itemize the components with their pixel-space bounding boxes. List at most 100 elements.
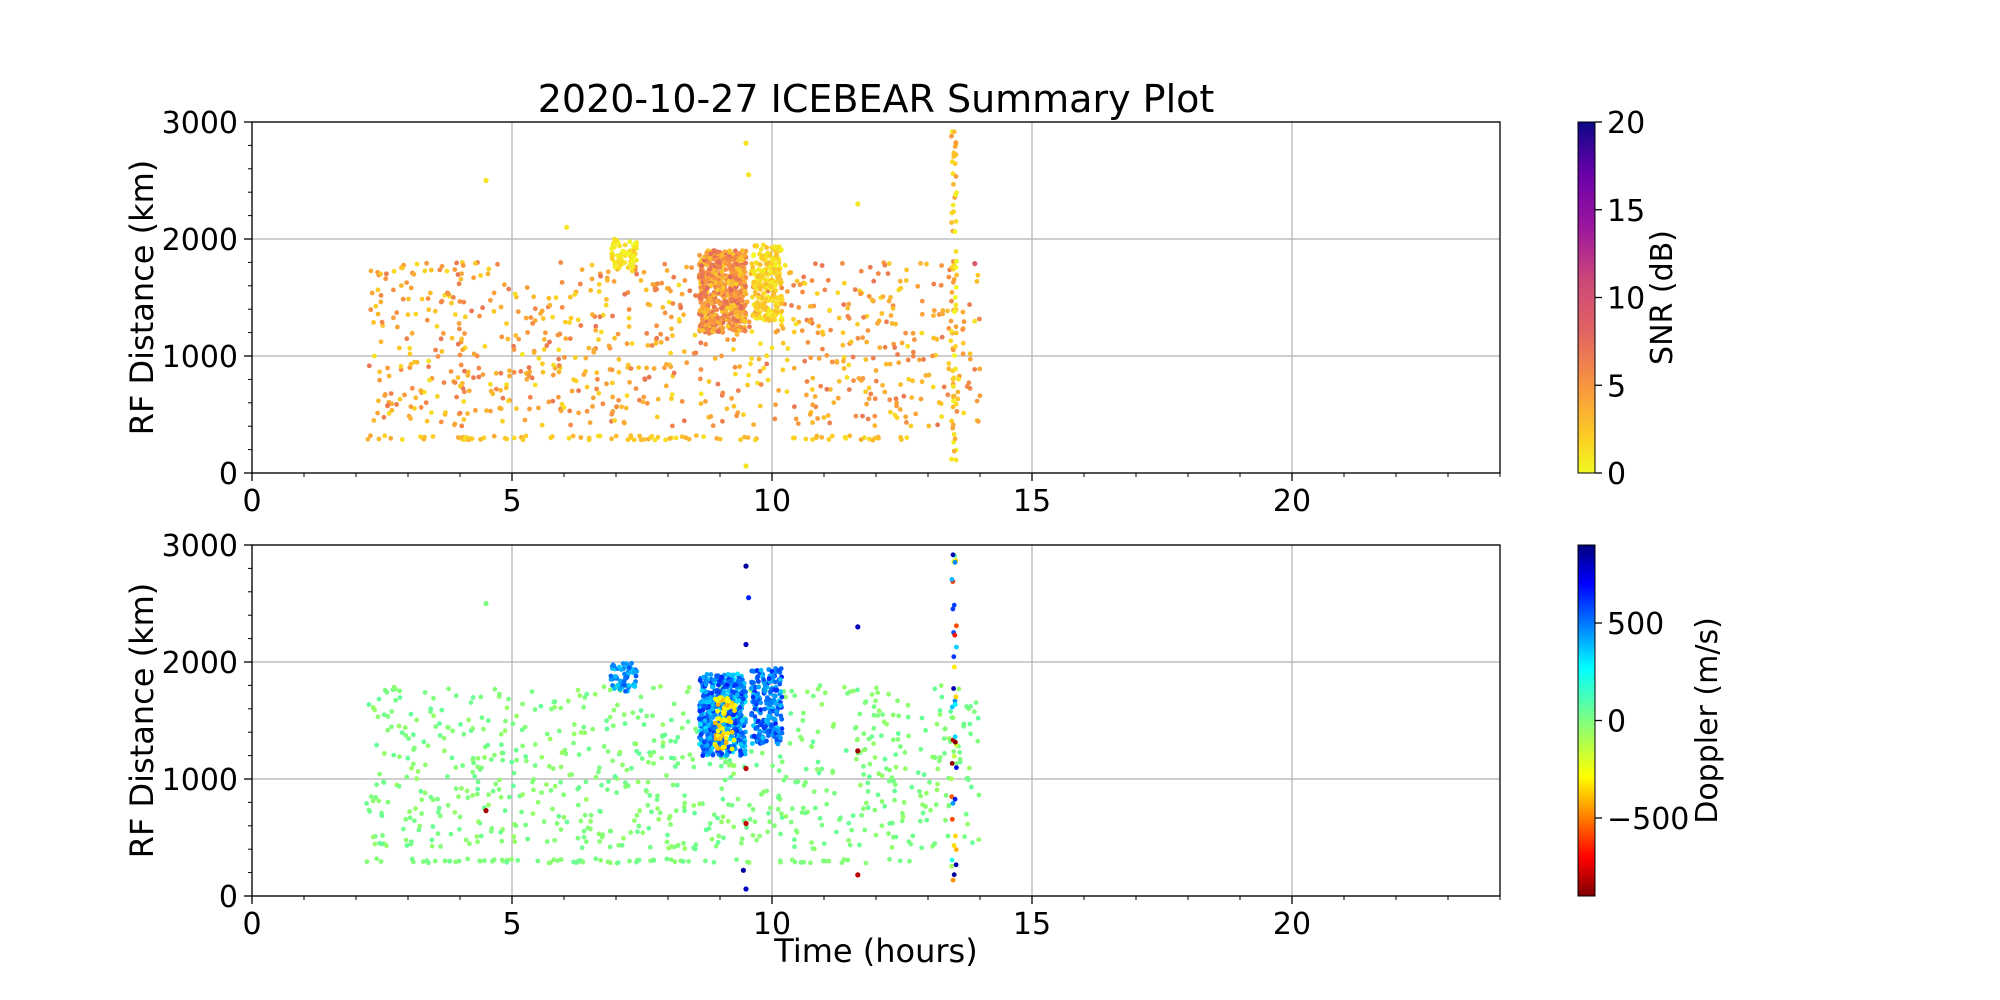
data-point [706, 722, 711, 728]
data-point [946, 366, 952, 372]
data-point [474, 834, 480, 839]
data-point [924, 817, 930, 823]
data-point [556, 813, 562, 819]
data-point [616, 357, 622, 362]
data-point [894, 403, 899, 409]
data-point [729, 729, 735, 735]
data-point [899, 818, 905, 824]
data-point [904, 420, 909, 425]
data-point [366, 702, 372, 707]
data-point [814, 433, 820, 439]
data-point [761, 303, 766, 308]
data-point [794, 278, 800, 284]
data-point [825, 413, 831, 418]
data-point [555, 332, 561, 338]
data-point [502, 435, 508, 441]
data-point [763, 261, 769, 267]
data-point [835, 395, 841, 401]
data-point [779, 811, 784, 816]
data-point [953, 285, 959, 290]
data-point [777, 677, 783, 682]
data-point [621, 712, 627, 717]
data-point [773, 279, 779, 284]
data-point [928, 807, 933, 813]
data-point [399, 730, 405, 736]
data-point [950, 552, 956, 558]
data-point [813, 261, 818, 267]
data-point [708, 251, 713, 257]
data-point [703, 689, 709, 695]
data-point [913, 411, 919, 417]
data-point [644, 331, 650, 336]
data-point [588, 826, 593, 832]
data-point [650, 282, 656, 287]
data-point [896, 287, 902, 293]
data-point [882, 803, 888, 809]
data-point [847, 842, 853, 848]
data-point [903, 414, 909, 420]
data-point [498, 731, 504, 737]
data-point [563, 336, 569, 341]
data-point [886, 691, 892, 697]
data-point [620, 762, 625, 768]
data-point [457, 383, 463, 389]
data-point [716, 833, 722, 839]
data-point [887, 778, 892, 784]
data-point [698, 300, 704, 305]
data-point [961, 723, 966, 729]
data-point [412, 359, 417, 365]
data-point [951, 129, 957, 135]
data-point [461, 417, 467, 422]
data-point [527, 369, 533, 375]
data-point [378, 271, 384, 277]
data-point [556, 394, 561, 400]
data-point [772, 416, 778, 422]
data-point [364, 801, 369, 806]
data-point [502, 808, 508, 814]
data-point [540, 361, 545, 367]
data-point [406, 736, 411, 741]
data-point [412, 818, 417, 824]
data-point [408, 711, 414, 717]
data-point [941, 384, 947, 390]
data-point [530, 321, 535, 326]
data-point [385, 799, 391, 805]
data-point [739, 718, 745, 724]
data-point [409, 385, 415, 391]
data-point [626, 665, 632, 671]
data-point [381, 780, 387, 785]
data-point [755, 674, 761, 680]
data-point [772, 823, 777, 829]
data-point [886, 261, 892, 266]
data-point [625, 265, 631, 270]
data-point [478, 858, 484, 864]
data-point [975, 738, 981, 744]
data-point [953, 265, 959, 270]
data-point [756, 733, 762, 738]
data-point [732, 364, 738, 370]
data-point [635, 715, 641, 720]
data-point [480, 305, 485, 311]
data-point [731, 771, 736, 777]
data-point [835, 290, 841, 296]
data-point [548, 435, 554, 441]
data-point [414, 261, 420, 267]
data-point [488, 757, 494, 762]
data-point [954, 765, 959, 770]
data-point [789, 688, 794, 694]
data-point [804, 689, 810, 695]
data-point [764, 316, 769, 322]
data-point [641, 394, 647, 400]
data-point [749, 329, 755, 334]
data-point [873, 378, 879, 384]
data-point [890, 737, 896, 743]
data-point [733, 248, 738, 254]
data-point [459, 271, 464, 276]
data-point [549, 706, 554, 712]
data-point [446, 291, 451, 297]
data-point [810, 693, 816, 699]
data-point [758, 341, 763, 347]
data-point [445, 774, 450, 779]
